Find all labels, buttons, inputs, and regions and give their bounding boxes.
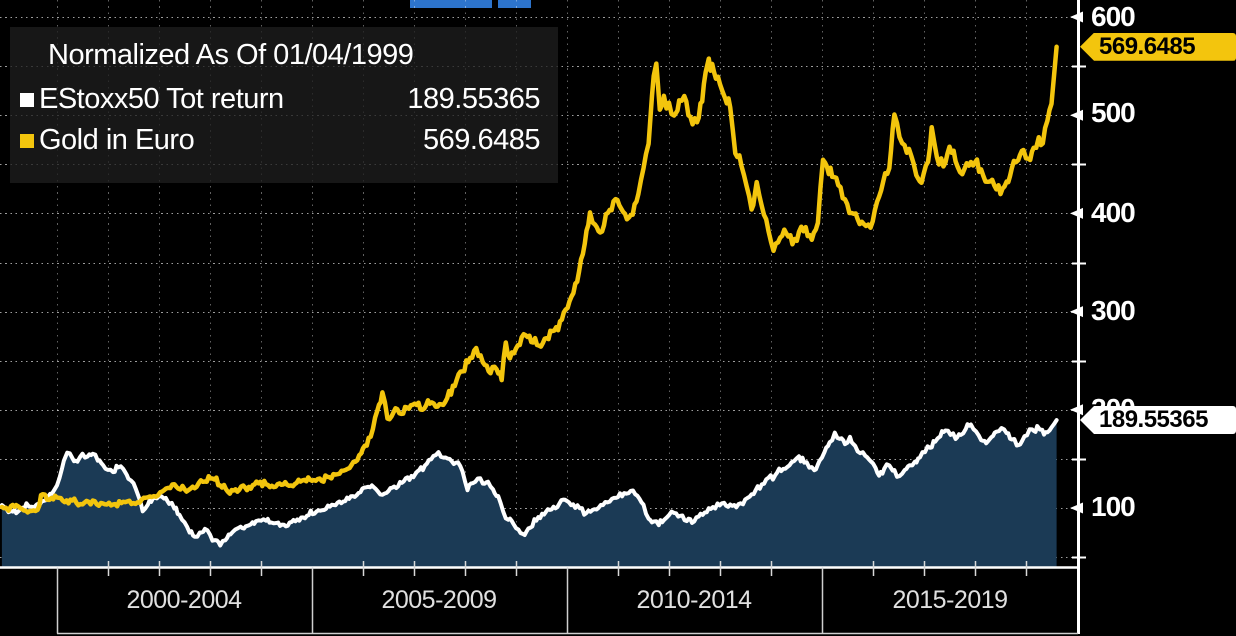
legend-item-label: Gold in Euro <box>39 124 195 156</box>
x-axis-band-label: 2005-2009 <box>381 586 497 614</box>
x-axis-band-label: 2000-2004 <box>126 586 242 614</box>
legend-item-gold[interactable]: Gold in Euro 569.6485 <box>20 120 548 161</box>
x-axis-band-label: 2015-2019 <box>892 586 1008 614</box>
white-series-swatch-icon <box>20 92 34 107</box>
gold-series-swatch-icon <box>20 133 34 148</box>
legend-item-value: 569.6485 <box>423 124 540 156</box>
x-axis-band-label: 2010-2014 <box>636 586 752 614</box>
legend-item-estoxx[interactable]: EStoxx50 Tot return 189.55365 <box>20 79 548 120</box>
last-price-badge-estoxx: 189.55365 <box>1080 406 1236 435</box>
y-axis-tick-label: 300 <box>1091 295 1136 326</box>
chart-legend: Normalized As Of 01/04/1999 EStoxx50 Tot… <box>10 27 558 183</box>
y-axis-tick-label: 400 <box>1091 197 1136 228</box>
legend-item-label: EStoxx50 Tot return <box>39 83 284 115</box>
toolbar-blue-button-fragment[interactable] <box>410 0 492 8</box>
y-axis-tick-label: 600 <box>1091 1 1136 32</box>
legend-title: Normalized As Of 01/04/1999 <box>48 39 414 71</box>
y-axis-tick-label: 500 <box>1091 97 1136 128</box>
last-price-badge-gold: 569.6485 <box>1080 32 1236 61</box>
legend-item-value: 189.55365 <box>407 83 540 115</box>
y-axis-tick-label: 100 <box>1091 491 1136 522</box>
toolbar-blue-button-fragment-2[interactable] <box>498 0 531 8</box>
